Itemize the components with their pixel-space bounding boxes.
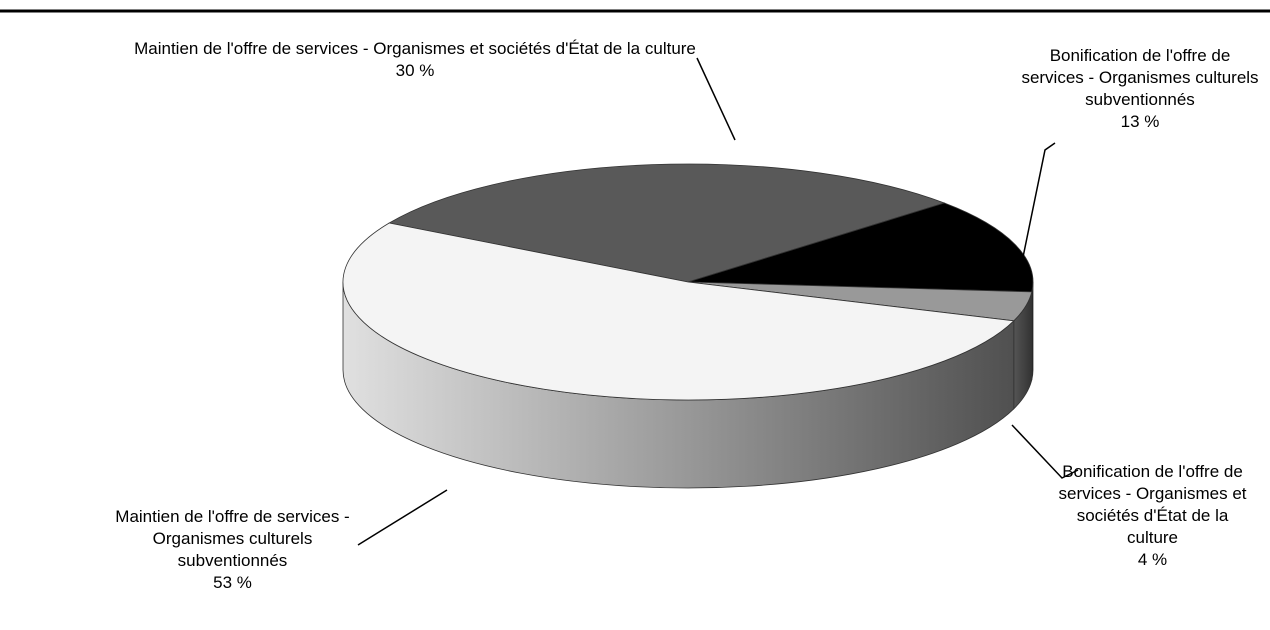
pie bbox=[342, 163, 1034, 489]
slice-label: Maintien de l'offre de services - Organi… bbox=[110, 38, 720, 82]
leader-line bbox=[357, 489, 448, 546]
category-label: Bonification de l'offre de services - Or… bbox=[1058, 462, 1247, 547]
leader-line bbox=[1021, 142, 1056, 263]
slice bbox=[388, 163, 946, 283]
slice-label: Bonification de l'offre de services - Or… bbox=[1050, 461, 1255, 571]
category-label: Maintien de l'offre de services - Organi… bbox=[115, 507, 350, 570]
value-label: 53 % bbox=[213, 573, 252, 592]
value-label: 4 % bbox=[1137, 550, 1168, 569]
value-label: 13 % bbox=[1120, 112, 1160, 131]
category-label: Maintien de l'offre de services - Organi… bbox=[134, 39, 696, 58]
leader-line bbox=[696, 57, 736, 141]
slice-label: Bonification de l'offre de services - Or… bbox=[1020, 45, 1260, 133]
leader-line bbox=[1011, 424, 1079, 479]
leader-lines bbox=[357, 57, 1079, 546]
slice-label: Maintien de l'offre de services - Organi… bbox=[100, 506, 365, 594]
slice bbox=[342, 222, 1015, 401]
slice bbox=[687, 202, 1034, 293]
value-label: 30 % bbox=[395, 61, 435, 80]
category-label: Bonification de l'offre de services - Or… bbox=[1021, 46, 1259, 109]
